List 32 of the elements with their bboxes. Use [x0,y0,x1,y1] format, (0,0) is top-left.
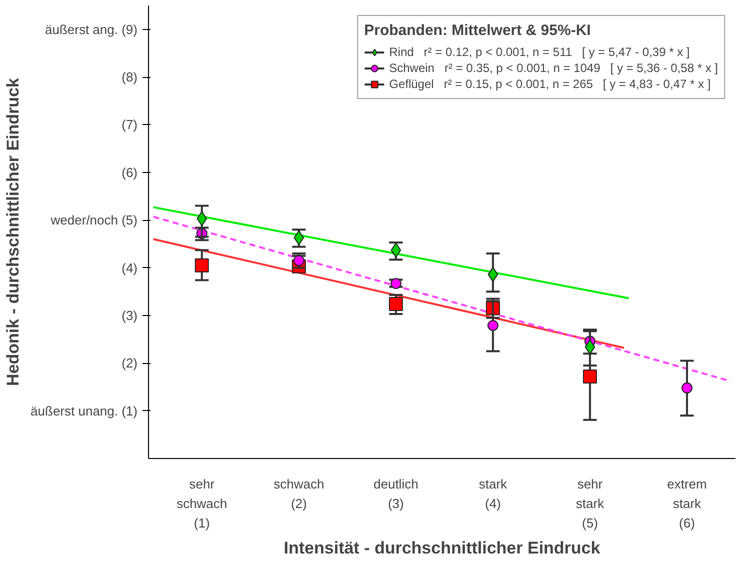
point [487,320,498,331]
point [488,266,498,282]
y-tick-label: äußerst unang. (1) [30,403,138,418]
point [582,369,597,384]
y-axis-title: Hedonik - durchschnittlicher Eindruck [4,77,23,386]
point [293,255,304,266]
x-tick-label: sehr schwach (1) [176,476,228,530]
x-tick-label: schwach (2) [274,476,324,511]
point [388,297,403,312]
point [196,211,208,226]
y-tick-label: (4) [122,260,138,276]
y-tick-label: (3) [122,308,138,323]
x-tick-label: deutlich (3) [374,476,418,511]
point [390,242,402,258]
y-tick-label: (2) [122,356,138,371]
y-tick-label: (8) [122,70,138,85]
x-tick-label: sehr stark (5) [576,476,605,530]
y-tick-label: (7) [122,117,138,132]
x-axis-title: Intensität - durchschnittlicher Eindruck [284,538,601,558]
y-tick-label: (6) [122,164,138,180]
point [681,382,692,394]
x-tick-label: extrem stark (6) [667,476,707,530]
point [390,278,402,289]
legend-title: Probanden: Mittelwert & 95%-KI [364,22,592,39]
legend-label: Schwein r² = 0.35, p < 0.001, n = 1049 [ y = 5,36 - 0,58 * x ] [389,60,718,76]
legend-label: Rind r² = 0.12, p < 0.001, n = 511 [ y = 5,47 - 0,39 * x ] [389,44,690,60]
point [584,339,596,354]
y-tick-label: äußerst ang. (9) [45,22,138,37]
point [194,258,209,272]
x-tick-label: stark (4) [478,476,508,511]
legend-label: Geflügel r² = 0.15, p < 0.001, n = 265 [ y = 4,83 - 0,47 * x ] [389,76,711,92]
y-tick-label: weder/noch (5) [50,212,138,228]
